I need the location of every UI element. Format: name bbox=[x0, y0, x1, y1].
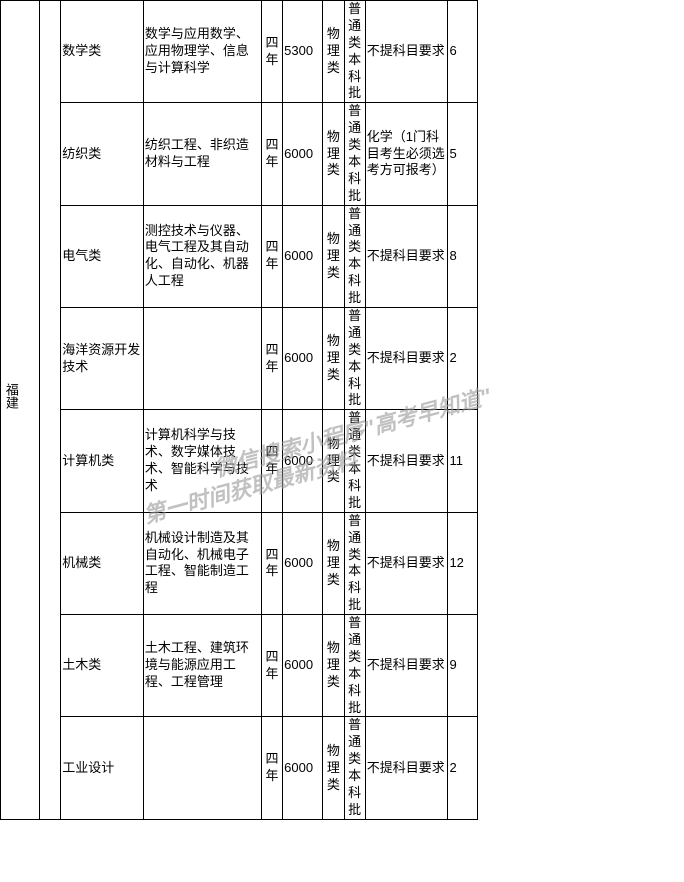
fee-cell: 6000 bbox=[283, 205, 323, 307]
batch-cell: 普通类本科批 bbox=[344, 1, 365, 103]
type-cell: 物理类 bbox=[323, 1, 344, 103]
fee-cell: 6000 bbox=[283, 717, 323, 819]
requirement-cell: 不提科目要求 bbox=[365, 717, 448, 819]
major-cell: 数学类 bbox=[61, 1, 144, 103]
major-cell: 计算机类 bbox=[61, 410, 144, 512]
major-cell: 机械类 bbox=[61, 512, 144, 614]
type-cell: 物理类 bbox=[323, 308, 344, 410]
duration-cell: 四年 bbox=[261, 512, 282, 614]
number-cell: 12 bbox=[448, 512, 478, 614]
fee-cell: 6000 bbox=[283, 308, 323, 410]
duration-cell: 四年 bbox=[261, 410, 282, 512]
batch-cell: 普通类本科批 bbox=[344, 103, 365, 205]
number-cell: 6 bbox=[448, 1, 478, 103]
duration-cell: 四年 bbox=[261, 308, 282, 410]
detail-cell: 计算机科学与技术、数字媒体技术、智能科学与技术 bbox=[143, 410, 261, 512]
batch-cell: 普通类本科批 bbox=[344, 410, 365, 512]
major-cell: 海洋资源开发技术 bbox=[61, 308, 144, 410]
detail-cell: 土木工程、建筑环境与能源应用工程、工程管理 bbox=[143, 615, 261, 717]
requirement-cell: 化学（1门科目考生必须选考方可报考） bbox=[365, 103, 448, 205]
type-cell: 物理类 bbox=[323, 410, 344, 512]
type-cell: 物理类 bbox=[323, 512, 344, 614]
number-cell: 2 bbox=[448, 717, 478, 819]
detail-cell: 纺织工程、非织造材料与工程 bbox=[143, 103, 261, 205]
duration-cell: 四年 bbox=[261, 1, 282, 103]
batch-cell: 普通类本科批 bbox=[344, 512, 365, 614]
type-cell: 物理类 bbox=[323, 205, 344, 307]
requirement-cell: 不提科目要求 bbox=[365, 1, 448, 103]
fee-cell: 6000 bbox=[283, 103, 323, 205]
requirement-cell: 不提科目要求 bbox=[365, 512, 448, 614]
admission-table-container: 福建数学类数学与应用数学、应用物理学、信息与计算科学四年5300物理类普通类本科… bbox=[0, 0, 478, 820]
detail-cell: 测控技术与仪器、电气工程及其自动化、自动化、机器人工程 bbox=[143, 205, 261, 307]
admission-table: 福建数学类数学与应用数学、应用物理学、信息与计算科学四年5300物理类普通类本科… bbox=[0, 0, 478, 820]
number-cell: 9 bbox=[448, 615, 478, 717]
major-cell: 工业设计 bbox=[61, 717, 144, 819]
detail-cell: 机械设计制造及其自动化、机械电子工程、智能制造工程 bbox=[143, 512, 261, 614]
batch-cell: 普通类本科批 bbox=[344, 308, 365, 410]
region-cell: 福建 bbox=[1, 1, 40, 820]
type-cell: 物理类 bbox=[323, 615, 344, 717]
number-cell: 5 bbox=[448, 103, 478, 205]
detail-cell bbox=[143, 308, 261, 410]
fee-cell: 5300 bbox=[283, 1, 323, 103]
number-cell: 2 bbox=[448, 308, 478, 410]
number-cell: 11 bbox=[448, 410, 478, 512]
fee-cell: 6000 bbox=[283, 615, 323, 717]
duration-cell: 四年 bbox=[261, 717, 282, 819]
batch-cell: 普通类本科批 bbox=[344, 717, 365, 819]
duration-cell: 四年 bbox=[261, 103, 282, 205]
type-cell: 物理类 bbox=[323, 103, 344, 205]
major-cell: 电气类 bbox=[61, 205, 144, 307]
duration-cell: 四年 bbox=[261, 615, 282, 717]
major-cell: 纺织类 bbox=[61, 103, 144, 205]
fee-cell: 6000 bbox=[283, 410, 323, 512]
fee-cell: 6000 bbox=[283, 512, 323, 614]
duration-cell: 四年 bbox=[261, 205, 282, 307]
requirement-cell: 不提科目要求 bbox=[365, 205, 448, 307]
detail-cell bbox=[143, 717, 261, 819]
requirement-cell: 不提科目要求 bbox=[365, 410, 448, 512]
batch-cell: 普通类本科批 bbox=[344, 205, 365, 307]
number-cell: 8 bbox=[448, 205, 478, 307]
requirement-cell: 不提科目要求 bbox=[365, 615, 448, 717]
requirement-cell: 不提科目要求 bbox=[365, 308, 448, 410]
type-cell: 物理类 bbox=[323, 717, 344, 819]
major-cell: 土木类 bbox=[61, 615, 144, 717]
indent-cell bbox=[39, 1, 60, 820]
detail-cell: 数学与应用数学、应用物理学、信息与计算科学 bbox=[143, 1, 261, 103]
batch-cell: 普通类本科批 bbox=[344, 615, 365, 717]
